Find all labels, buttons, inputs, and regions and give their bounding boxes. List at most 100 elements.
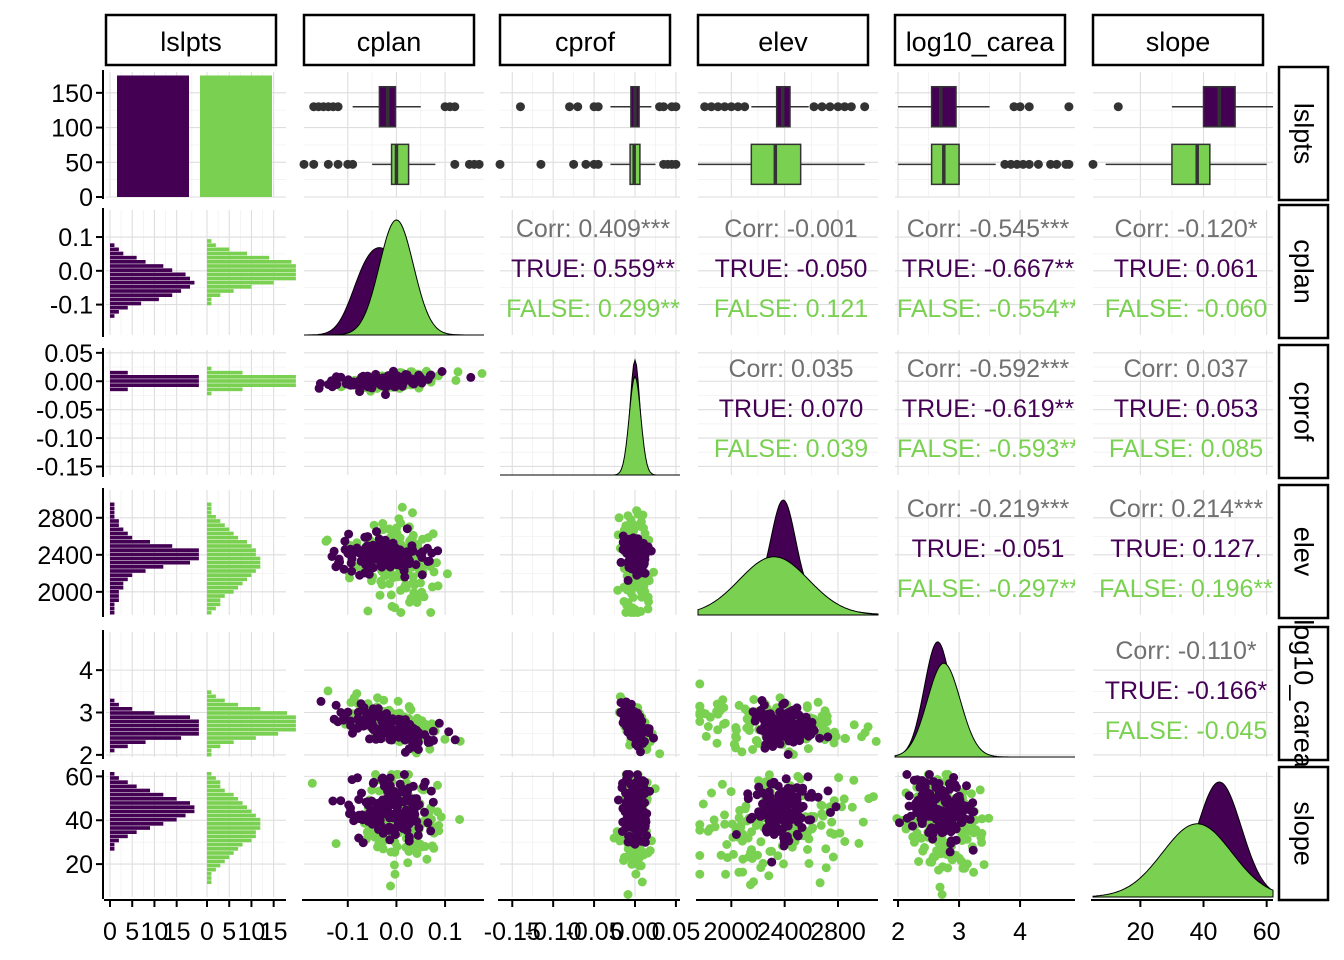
outlier-point bbox=[309, 159, 319, 169]
scatter-point-false bbox=[738, 829, 748, 839]
hist-bar-true bbox=[110, 510, 115, 515]
scatter-point-false bbox=[640, 587, 650, 596]
scatter-point-false bbox=[821, 863, 831, 873]
y-tick-label: 60 bbox=[65, 763, 93, 791]
scatter-point-false bbox=[849, 720, 859, 730]
hist-bar-false bbox=[207, 255, 270, 260]
right-strip bbox=[1277, 343, 1330, 480]
right-strip-label: elev bbox=[1289, 527, 1319, 577]
hist-bar-false bbox=[207, 544, 252, 548]
hist-bar-false bbox=[207, 515, 216, 519]
x-tick-label: 15 bbox=[260, 918, 288, 946]
outlier-point bbox=[450, 159, 460, 169]
scatter-point-false bbox=[695, 701, 705, 711]
scatter-point-false bbox=[433, 581, 443, 591]
scatter-point-true bbox=[398, 553, 408, 563]
scatter-point-true bbox=[952, 783, 961, 792]
x-tick-label: 15 bbox=[163, 918, 191, 946]
hist-bar-true bbox=[110, 285, 190, 289]
density-false bbox=[1092, 823, 1274, 898]
hist-bar-true bbox=[110, 560, 190, 565]
hist-bar-true bbox=[110, 792, 164, 797]
scatter-point-false bbox=[822, 717, 832, 727]
scatter-point-true bbox=[361, 712, 371, 722]
x-tick-label: 5 bbox=[222, 918, 236, 946]
corr-cell: Corr: 0.409*** TRUE: 0.559** FALSE: 0.299*… bbox=[506, 215, 680, 323]
scatter-point-true bbox=[349, 816, 359, 826]
scatter-point-true bbox=[399, 564, 409, 574]
hist-bar-false bbox=[207, 379, 296, 383]
hist-bar-true bbox=[110, 723, 199, 728]
hist-bar-true bbox=[110, 581, 124, 586]
hist-bar-false bbox=[207, 573, 252, 577]
scatter-point-true bbox=[783, 708, 793, 718]
hist-bar-true bbox=[110, 387, 128, 392]
density-false bbox=[697, 556, 879, 616]
scatter-point-true bbox=[760, 743, 770, 753]
scatter-point-true bbox=[928, 834, 938, 844]
scatter-point-true bbox=[383, 799, 393, 809]
scatter-point-false bbox=[821, 844, 831, 854]
scatter-point-false bbox=[390, 869, 400, 879]
hist-bar-false bbox=[207, 776, 216, 780]
scatter-point-true bbox=[634, 554, 644, 564]
scatter-point-false bbox=[386, 847, 396, 857]
scatter-point-true bbox=[945, 847, 955, 857]
hist-bar-true bbox=[110, 711, 155, 715]
top-strip bbox=[696, 13, 870, 67]
scatter-point-true bbox=[359, 703, 369, 713]
hist-bar-false bbox=[207, 801, 243, 805]
hist-bar-false bbox=[207, 809, 252, 814]
scatter-point-true bbox=[792, 829, 802, 839]
scatter-point-true bbox=[787, 786, 797, 796]
hist-bar-true bbox=[110, 255, 137, 260]
scatter-point-false bbox=[385, 579, 394, 589]
right-strip-label: slope bbox=[1289, 801, 1319, 866]
hist-bar-false bbox=[207, 610, 212, 615]
x-tick-label: 0.00 bbox=[611, 918, 660, 946]
right-strip-label: cprof bbox=[1289, 381, 1319, 442]
scatter-point-false bbox=[695, 820, 705, 830]
scatter-point-false bbox=[977, 828, 987, 838]
outlier-point bbox=[593, 102, 603, 112]
scatter-point-false bbox=[623, 890, 633, 899]
hist-bar-true bbox=[110, 383, 199, 387]
corr-true: TRUE: 0.070 bbox=[719, 395, 864, 423]
hist-bar-false bbox=[207, 723, 296, 728]
scatter-point-true bbox=[429, 735, 438, 745]
scatter-point-true bbox=[316, 696, 326, 706]
scatter-point-true bbox=[934, 779, 944, 788]
outlier-point bbox=[333, 102, 343, 112]
scatter-point-true bbox=[642, 724, 652, 733]
hist-bar-true bbox=[110, 314, 115, 318]
scatter-point-true bbox=[400, 572, 410, 582]
hist-bar-true bbox=[110, 610, 115, 615]
hist-bar-true bbox=[110, 577, 128, 582]
scatter-point-false bbox=[929, 852, 939, 862]
scatter-point-false bbox=[705, 712, 715, 722]
scatter-point-true bbox=[617, 827, 627, 836]
scatter-point-false bbox=[418, 534, 428, 544]
scatter-point-false bbox=[738, 854, 748, 864]
scatter-point-true bbox=[355, 570, 365, 580]
hist-bar-false bbox=[207, 523, 225, 527]
hist-bar-false bbox=[207, 752, 212, 757]
x-tick-label: 10 bbox=[141, 918, 169, 946]
hist-bar-true bbox=[110, 585, 124, 590]
scatter-point-false bbox=[639, 848, 649, 857]
scatter-point-true bbox=[423, 557, 433, 566]
scatter-point-false bbox=[938, 862, 948, 872]
scatter-point-true bbox=[952, 793, 962, 802]
y-tick-label: 2 bbox=[79, 742, 93, 770]
strips-layer: lslpts cplan cprof elev log10_carea slopelslp… bbox=[104, 13, 1330, 902]
corr-false: FALSE: -0.593** bbox=[897, 435, 1079, 463]
hist-bar-true bbox=[110, 569, 146, 573]
hist-bar-false bbox=[207, 602, 221, 607]
scatter-point-true bbox=[392, 813, 402, 823]
scatter-point-false bbox=[737, 836, 747, 846]
hist-bar-true bbox=[110, 289, 182, 293]
scatter-point-true bbox=[407, 541, 417, 551]
scatter-point-true bbox=[636, 747, 645, 757]
scatter-point-false bbox=[721, 869, 731, 879]
outlier-point bbox=[573, 102, 583, 112]
